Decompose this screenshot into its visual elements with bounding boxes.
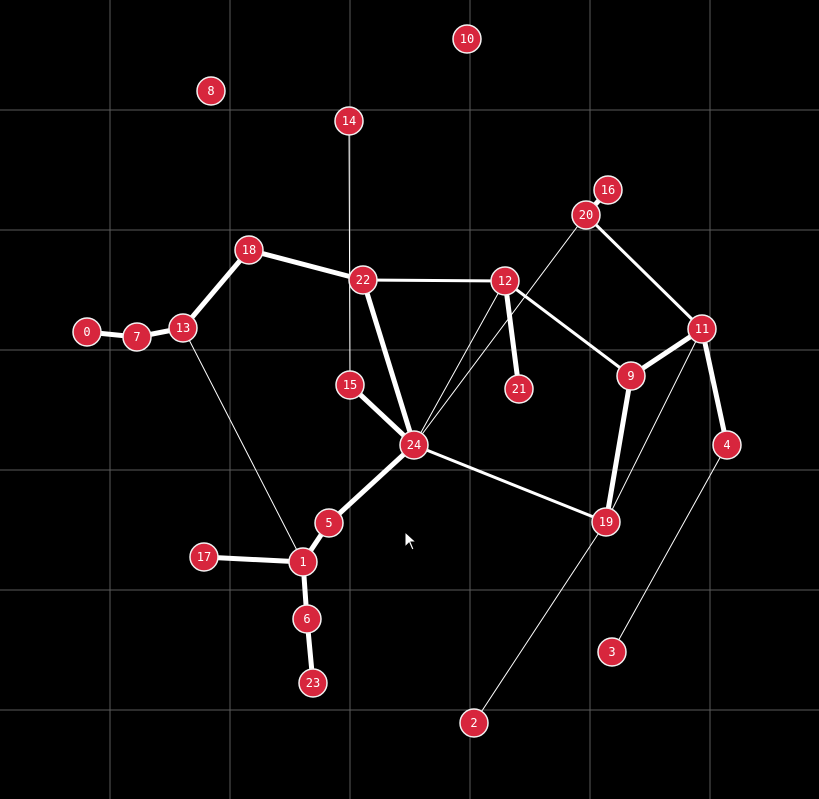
edge-22-24 <box>360 277 417 448</box>
node-circle[interactable] <box>292 604 322 634</box>
edge-12-21 <box>502 278 522 392</box>
edge-22-12 <box>361 278 507 283</box>
node-circle[interactable] <box>490 266 520 296</box>
edge-18-22 <box>246 247 366 283</box>
node-circle[interactable] <box>712 430 742 460</box>
graph-node-6[interactable]: 6 <box>292 604 322 634</box>
node-label: 8 <box>207 84 214 98</box>
graph-node-18[interactable]: 18 <box>234 235 264 265</box>
node-circle[interactable] <box>687 314 717 344</box>
node-label: 5 <box>325 516 332 530</box>
graph-node-14[interactable]: 14 <box>334 106 364 136</box>
node-label: 18 <box>242 243 256 257</box>
graph-node-23[interactable]: 23 <box>298 668 328 698</box>
graph-node-0[interactable]: 0 <box>72 317 102 347</box>
graph-node-17[interactable]: 17 <box>189 542 219 572</box>
node-circle[interactable] <box>571 200 601 230</box>
edge-13-1 <box>182 327 304 563</box>
node-label: 23 <box>306 676 320 690</box>
graph-node-16[interactable]: 16 <box>593 175 623 205</box>
edges <box>84 120 730 724</box>
node-circle[interactable] <box>122 322 152 352</box>
node-label: 21 <box>512 382 526 396</box>
node-label: 22 <box>356 273 370 287</box>
edge-13-18 <box>180 247 252 331</box>
edge-11-4 <box>699 326 730 448</box>
node-label: 16 <box>601 183 615 197</box>
graph-node-22[interactable]: 22 <box>348 265 378 295</box>
node-label: 20 <box>579 208 593 222</box>
graph-node-12[interactable]: 12 <box>490 266 520 296</box>
node-circle[interactable] <box>348 265 378 295</box>
node-label: 2 <box>470 716 477 730</box>
node-label: 13 <box>176 321 190 335</box>
node-label: 24 <box>407 438 421 452</box>
graph-node-15[interactable]: 15 <box>335 370 365 400</box>
node-circle[interactable] <box>597 637 627 667</box>
node-circle[interactable] <box>298 668 328 698</box>
graph-node-9[interactable]: 9 <box>616 361 646 391</box>
graph-node-13[interactable]: 13 <box>168 313 198 343</box>
edge-20-11 <box>584 213 704 331</box>
node-label: 6 <box>303 612 310 626</box>
graph-node-2[interactable]: 2 <box>459 708 489 738</box>
node-circle[interactable] <box>452 24 482 54</box>
graph-node-4[interactable]: 4 <box>712 430 742 460</box>
node-circle[interactable] <box>399 430 429 460</box>
graph-node-10[interactable]: 10 <box>452 24 482 54</box>
node-label: 15 <box>343 378 357 392</box>
node-label: 4 <box>723 438 730 452</box>
node-circle[interactable] <box>314 508 344 538</box>
edge-24-19 <box>412 443 608 524</box>
node-circle[interactable] <box>168 313 198 343</box>
node-circle[interactable] <box>335 370 365 400</box>
edge-17-1 <box>201 554 306 565</box>
edge-20-24 <box>413 214 587 446</box>
node-circle[interactable] <box>234 235 264 265</box>
edge-4-3 <box>611 444 728 653</box>
node-circle[interactable] <box>72 317 102 347</box>
node-label: 14 <box>342 114 356 128</box>
graph-node-8[interactable]: 8 <box>196 76 226 106</box>
node-label: 0 <box>83 325 90 339</box>
edge-9-19 <box>603 373 634 525</box>
node-label: 11 <box>695 322 709 336</box>
node-circle[interactable] <box>288 547 318 577</box>
graph-node-7[interactable]: 7 <box>122 322 152 352</box>
node-label: 7 <box>133 330 140 344</box>
node-label: 10 <box>460 32 474 46</box>
node-label: 19 <box>599 515 613 529</box>
node-label: 1 <box>299 555 306 569</box>
edge-24-5 <box>326 442 417 526</box>
node-label: 17 <box>197 550 211 564</box>
node-label: 12 <box>498 274 512 288</box>
node-circle[interactable] <box>459 708 489 738</box>
graph-node-11[interactable]: 11 <box>687 314 717 344</box>
node-circle[interactable] <box>334 106 364 136</box>
node-circle[interactable] <box>591 507 621 537</box>
graph-node-24[interactable]: 24 <box>399 430 429 460</box>
node-circle[interactable] <box>504 374 534 404</box>
graph-node-1[interactable]: 1 <box>288 547 318 577</box>
graph-node-3[interactable]: 3 <box>597 637 627 667</box>
node-circle[interactable] <box>593 175 623 205</box>
node-circle[interactable] <box>196 76 226 106</box>
node-label: 3 <box>608 645 615 659</box>
graph-node-20[interactable]: 20 <box>571 200 601 230</box>
edge-12-9 <box>503 279 633 378</box>
mouse-cursor-icon <box>404 531 418 551</box>
node-circle[interactable] <box>189 542 219 572</box>
edge-19-2 <box>473 521 607 724</box>
node-circle[interactable] <box>616 361 646 391</box>
graph-node-5[interactable]: 5 <box>314 508 344 538</box>
edge-11-19 <box>605 328 703 523</box>
node-label: 9 <box>627 369 634 383</box>
edge-12-24 <box>413 280 506 446</box>
graph-node-19[interactable]: 19 <box>591 507 621 537</box>
edge-14-15 <box>348 120 351 386</box>
graph-node-21[interactable]: 21 <box>504 374 534 404</box>
